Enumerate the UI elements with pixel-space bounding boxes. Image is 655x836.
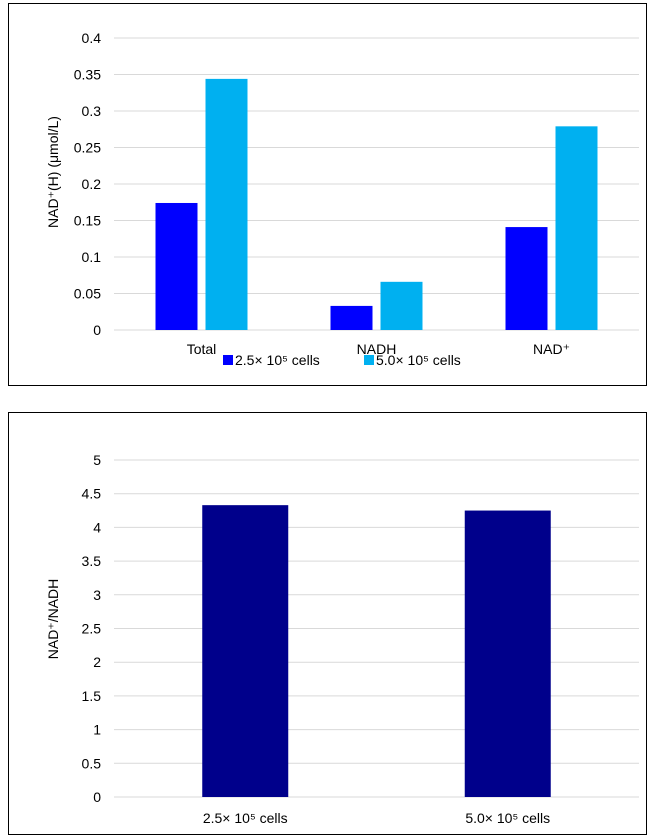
y-tick-label: 0.35 xyxy=(74,67,101,83)
y-tick-label: 0.25 xyxy=(74,140,101,156)
x-tick-label: 2.5× 10⁵ cells xyxy=(203,810,288,826)
chart-panel-nad-ratio: 0 0.5 1 1.5 2 2.5 3 3.5 4 4.5 5 2.5× 10⁵ cells 5.0×… xyxy=(8,412,647,835)
bar-series-1-total xyxy=(155,202,198,330)
y-tick-label: 1 xyxy=(93,722,101,738)
y-axis-title: NAD⁺(H) (μmol/L) xyxy=(45,116,61,228)
y-tick-label: 5 xyxy=(93,452,101,468)
y-tick-label: 4 xyxy=(93,519,101,535)
bar-series-2-nad xyxy=(555,126,598,330)
y-tick-label: 0.1 xyxy=(82,249,102,265)
y-tick-label: 1.5 xyxy=(82,688,102,704)
legend-swatch xyxy=(223,355,233,365)
y-tick-label: 0.4 xyxy=(82,30,102,46)
y-tick-label: 2 xyxy=(93,654,101,670)
legend-swatch xyxy=(364,355,374,365)
x-tick-label: 5.0× 10⁵ cells xyxy=(465,810,550,826)
y-tick-label: 3.5 xyxy=(82,553,102,569)
y-tick-label: 0 xyxy=(93,322,101,338)
bar-chart-nad-ratio: 0 0.5 1 1.5 2 2.5 3 3.5 4 4.5 5 2.5× 10⁵ cells 5.0×… xyxy=(45,452,639,826)
bar-series-2-nadh xyxy=(380,281,423,330)
y-tick-label: 0.05 xyxy=(74,286,101,302)
y-tick-label: 2.5 xyxy=(82,621,102,637)
bar-series-2-total xyxy=(205,78,248,330)
y-tick-label: 0.3 xyxy=(82,103,102,119)
x-tick-label: NADH xyxy=(357,341,397,357)
y-tick-label: 0.2 xyxy=(82,176,102,192)
chart-panel-nad-concentration: 0 0.05 0.1 0.15 0.2 0.25 0.3 0.35 0.4 Total NADH N… xyxy=(8,3,647,386)
bar-series-1-nad xyxy=(505,227,548,330)
legend-label: 2.5× 10⁵ cells xyxy=(235,352,320,368)
y-tick-label: 0.15 xyxy=(74,213,101,229)
y-tick-label: 3 xyxy=(93,587,101,603)
bar-ratio-1 xyxy=(202,505,289,797)
y-tick-label: 0.5 xyxy=(82,755,102,771)
legend-label: 5.0× 10⁵ cells xyxy=(376,352,461,368)
bar-chart-nad-concentration: 0 0.05 0.1 0.15 0.2 0.25 0.3 0.35 0.4 Total NADH N… xyxy=(45,30,639,368)
y-tick-label: 0 xyxy=(93,789,101,805)
x-tick-label: Total xyxy=(187,341,217,357)
bar-series-1-nadh xyxy=(330,305,373,330)
y-axis-title: NAD⁺/NADH xyxy=(45,579,61,660)
x-tick-label: NAD⁺ xyxy=(533,341,570,357)
bar-ratio-2 xyxy=(464,510,551,797)
y-tick-label: 4.5 xyxy=(82,486,102,502)
